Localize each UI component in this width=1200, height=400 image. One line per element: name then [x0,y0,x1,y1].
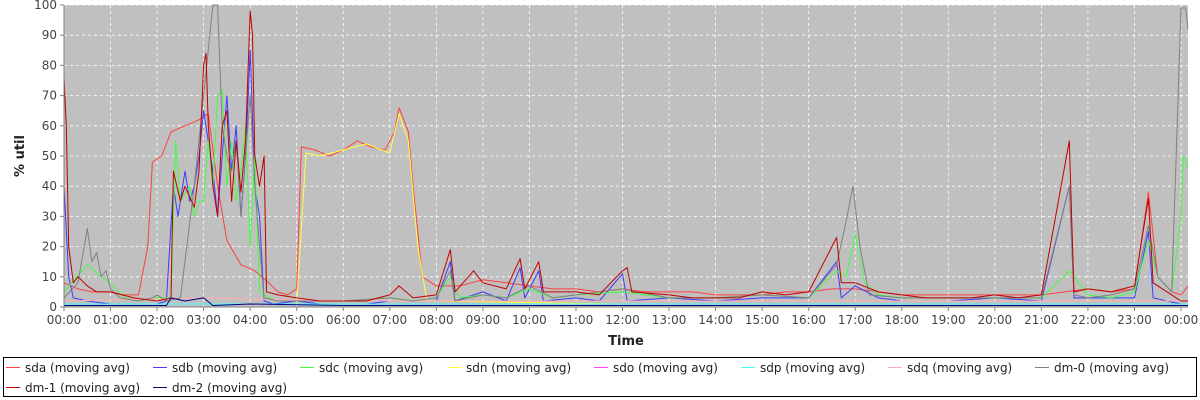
x-tick-label: 19:00 [931,313,966,327]
y-tick-label: 20 [42,240,57,254]
legend-swatch [300,367,314,368]
x-tick-label: 00:00 [47,313,82,327]
line-chart: 0 10 20 30 40 50 60 70 80 90 100 00:00 01:00 02:00 03… [13,0,1199,349]
x-tick-label: 16:00 [791,313,826,327]
x-tick-label: 11:00 [559,313,594,327]
legend-label: sdo (moving avg) [613,360,718,375]
x-tick-label: 05:00 [279,313,314,327]
legend-label: sda (moving avg) [25,360,130,375]
x-tick-label: 21:00 [1024,313,1059,327]
y-axis-title: % util [13,135,28,177]
series-lines [63,4,1189,306]
legend-item: dm-1 (moving avg) [4,379,140,396]
legend-label: sdq (moving avg) [907,360,1013,375]
series-line-8 [63,10,1188,302]
legend-item: dm-2 (moving avg) [151,379,287,396]
legend-label: dm-0 (moving avg) [1054,360,1170,375]
y-tick-label: 50 [42,149,57,163]
x-tick-label: 00:00 [1164,313,1199,327]
legend-item: sdb (moving avg) [151,359,277,376]
x-tick-label: 07:00 [373,313,408,327]
y-tick-label: 0 [49,300,57,314]
legend-swatch [594,367,608,368]
legend-label: dm-1 (moving avg) [25,380,141,395]
legend-label: sdp (moving avg) [760,360,866,375]
legend-item: sdc (moving avg) [298,359,423,376]
x-axis-ticks: 00:00 01:00 02:00 03:00 04:00 05:00 06:00 07:00… [47,307,1199,327]
y-axis-ticks: 0 10 20 30 40 50 60 70 80 90 100 [34,0,64,314]
legend-label: sdb (moving avg) [172,360,278,375]
x-axis-title: Time [608,334,644,349]
x-tick-label: 18:00 [884,313,919,327]
legend: sda (moving avg) sdb (moving avg) sdc (mov… [3,357,1197,397]
x-tick-label: 06:00 [326,313,361,327]
series-line-6 [63,297,1188,302]
x-tick-label: 14:00 [698,313,733,327]
y-tick-label: 60 [42,119,57,133]
y-tick-label: 100 [34,0,57,12]
x-tick-label: 09:00 [466,313,501,327]
x-tick-label: 04:00 [233,313,268,327]
legend-label: sdn (moving avg) [466,360,572,375]
x-tick-label: 12:00 [605,313,640,327]
y-tick-label: 40 [42,179,57,193]
y-tick-label: 30 [42,209,57,223]
legend-swatch [6,367,20,368]
x-tick-label: 23:00 [1117,313,1152,327]
x-tick-label: 03:00 [186,313,221,327]
legend-item: sdp (moving avg) [739,359,865,376]
x-tick-label: 20:00 [978,313,1013,327]
series-line-0 [63,107,1189,296]
y-tick-label: 80 [42,58,57,72]
x-tick-label: 13:00 [652,313,687,327]
legend-label: dm-2 (moving avg) [172,380,288,395]
y-tick-label: 10 [42,270,57,284]
series-line-7 [63,4,1189,302]
legend-label: sdc (moving avg) [319,360,424,375]
x-tick-label: 02:00 [140,313,175,327]
legend-item: sda (moving avg) [4,359,130,376]
legend-item: sdo (moving avg) [592,359,718,376]
x-tick-label: 08:00 [419,313,454,327]
x-tick-label: 01:00 [93,313,128,327]
legend-item: sdq (moving avg) [886,359,1012,376]
legend-item: sdn (moving avg) [445,359,571,376]
x-tick-label: 22:00 [1071,313,1106,327]
legend-swatch [153,367,167,368]
x-tick-label: 10:00 [512,313,547,327]
x-tick-label: 15:00 [745,313,780,327]
series-line-9 [64,297,1188,306]
legend-swatch [1035,367,1049,368]
legend-swatch [741,367,755,368]
x-tick-label: 17:00 [838,313,873,327]
legend-swatch [153,387,167,388]
y-tick-label: 70 [42,89,57,103]
legend-swatch [447,367,461,368]
y-tick-label: 90 [42,28,57,42]
legend-item: dm-0 (moving avg) [1033,359,1169,376]
legend-swatch [888,367,902,368]
legend-swatch [6,387,20,388]
